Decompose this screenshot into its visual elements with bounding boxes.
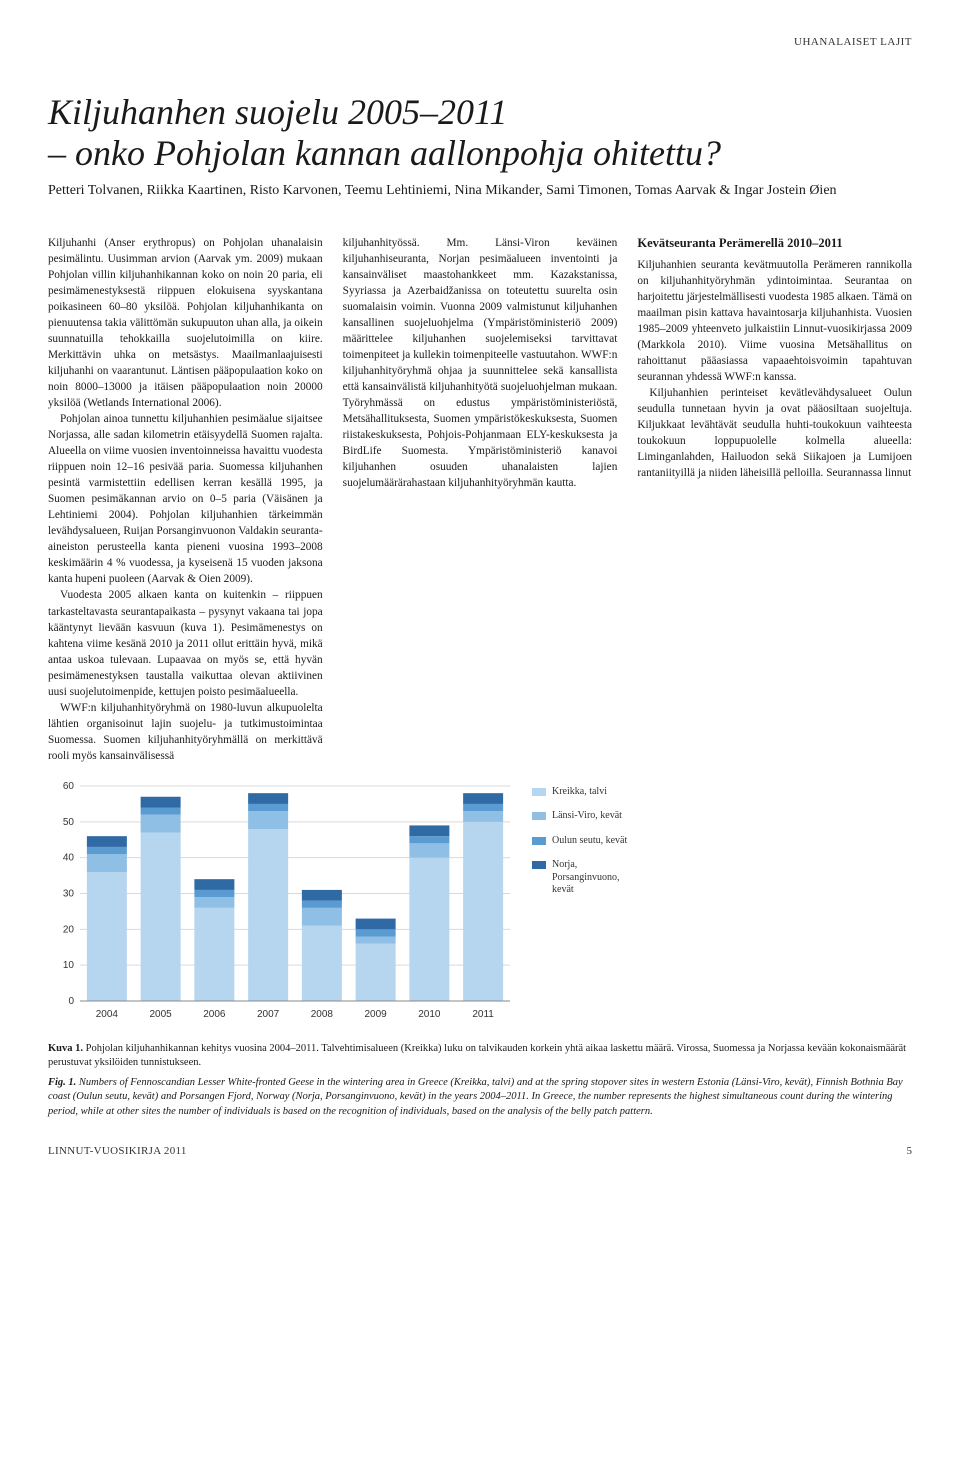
caption-label-fi: Kuva 1.: [48, 1043, 83, 1054]
legend-swatch: [532, 812, 546, 820]
title-line-2: – onko Pohjolan kannan aallonpohja ohite…: [48, 133, 721, 173]
svg-text:40: 40: [63, 852, 75, 863]
title-line-1: Kiljuhanhen suojelu 2005–2011: [48, 92, 507, 132]
column-3: Kevätseuranta Perämerellä 2010–2011 Kilj…: [637, 235, 912, 764]
svg-text:2004: 2004: [96, 1009, 119, 1020]
svg-text:2005: 2005: [150, 1009, 173, 1020]
caption-text-fi: Pohjolan kiljuhanhikannan kehitys vuosin…: [48, 1043, 906, 1068]
legend-label: Norja, Porsanginvuono, kevät: [552, 859, 642, 897]
paragraph: Kiljuhanhien seuranta kevätmuutolla Perä…: [637, 257, 912, 385]
section-label: UHANALAISET LAJIT: [794, 36, 912, 48]
svg-text:10: 10: [63, 960, 75, 971]
page-footer: LINNUT-VUOSIKIRJA 2011 5: [48, 1145, 912, 1157]
bar-chart: 0 10 20 30 40 50 60 2004 2005 2006 2007 2008 2009 201…: [48, 780, 516, 1028]
figure-1: 0 10 20 30 40 50 60 2004 2005 2006 2007 2008 2009 201…: [48, 780, 912, 1119]
footer-page-number: 5: [907, 1145, 913, 1157]
svg-text:2006: 2006: [203, 1009, 226, 1020]
legend-swatch: [532, 788, 546, 796]
column-2: kiljuhanhityössä. Mm. Länsi-Viron keväin…: [343, 235, 618, 764]
chart-legend: Kreikka, talvi Länsi-Viro, kevät Oulun seu…: [532, 780, 642, 909]
svg-text:50: 50: [63, 817, 75, 828]
footer-publication: LINNUT-VUOSIKIRJA 2011: [48, 1145, 187, 1157]
svg-text:0: 0: [68, 996, 74, 1007]
legend-item: Länsi-Viro, kevät: [532, 810, 642, 823]
paragraph: Kiljuhanhi (Anser erythropus) on Pohjola…: [48, 235, 323, 411]
paragraph: Vuodesta 2005 alkaen kanta on kuitenkin …: [48, 587, 323, 699]
paragraph: kiljuhanhityössä. Mm. Länsi-Viron keväin…: [343, 235, 618, 492]
legend-swatch: [532, 861, 546, 869]
svg-text:2011: 2011: [472, 1009, 494, 1020]
legend-label: Länsi-Viro, kevät: [552, 810, 622, 823]
svg-text:30: 30: [63, 888, 75, 899]
legend-item: Kreikka, talvi: [532, 786, 642, 799]
legend-swatch: [532, 837, 546, 845]
caption-label-en: Fig. 1.: [48, 1077, 76, 1088]
svg-text:2010: 2010: [418, 1009, 441, 1020]
subheading: Kevätseuranta Perämerellä 2010–2011: [637, 235, 912, 253]
svg-text:2007: 2007: [257, 1009, 280, 1020]
paragraph: Pohjolan ainoa tunnettu kiljuhanhien pes…: [48, 411, 323, 587]
legend-item: Norja, Porsanginvuono, kevät: [532, 859, 642, 897]
legend-item: Oulun seutu, kevät: [532, 835, 642, 848]
caption-text-en: Numbers of Fennoscandian Lesser White-fr…: [48, 1077, 903, 1116]
svg-text:2009: 2009: [365, 1009, 388, 1020]
authors: Petteri Tolvanen, Riikka Kaartinen, Rist…: [48, 183, 912, 199]
svg-text:20: 20: [63, 924, 75, 935]
legend-label: Oulun seutu, kevät: [552, 835, 627, 848]
figure-caption: Kuva 1. Pohjolan kiljuhanhikannan kehity…: [48, 1042, 912, 1119]
body-columns: Kiljuhanhi (Anser erythropus) on Pohjola…: [48, 235, 912, 764]
svg-text:60: 60: [63, 781, 75, 792]
paragraph: Kiljuhanhien perinteiset kevätlevähdysal…: [637, 385, 912, 481]
legend-label: Kreikka, talvi: [552, 786, 607, 799]
article-title: Kiljuhanhen suojelu 2005–2011 – onko Poh…: [48, 92, 912, 175]
column-1: Kiljuhanhi (Anser erythropus) on Pohjola…: [48, 235, 323, 764]
svg-text:2008: 2008: [311, 1009, 334, 1020]
paragraph: WWF:n kiljuhanhityöryhmä on 1980-luvun a…: [48, 700, 323, 764]
